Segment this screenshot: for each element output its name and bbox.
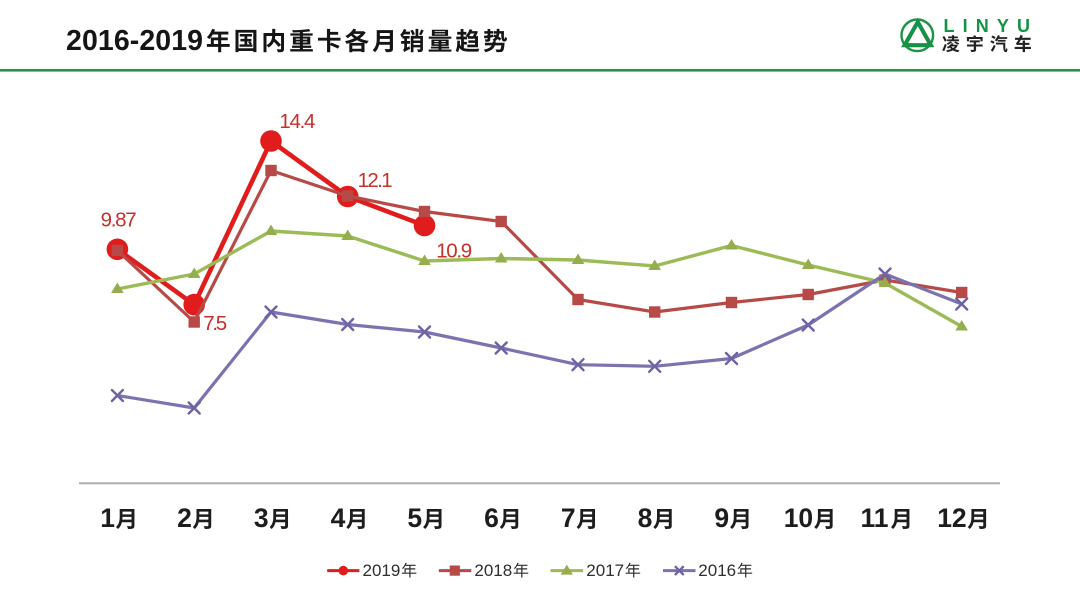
- svg-text:2: 2: [177, 503, 192, 533]
- svg-text:12.1: 12.1: [358, 169, 393, 192]
- svg-text:3: 3: [254, 503, 269, 533]
- svg-text:6: 6: [484, 503, 499, 533]
- svg-text:2016-2019: 2016-2019: [66, 25, 203, 57]
- svg-text:7: 7: [561, 503, 576, 533]
- svg-text:2017: 2017: [586, 561, 624, 580]
- svg-text:2019: 2019: [363, 561, 401, 580]
- svg-text:14.4: 14.4: [279, 110, 315, 133]
- svg-text:11: 11: [861, 503, 889, 533]
- svg-text:4: 4: [331, 503, 346, 533]
- svg-text:9: 9: [714, 503, 729, 533]
- svg-text:9.87: 9.87: [101, 208, 137, 231]
- svg-text:7.5: 7.5: [203, 312, 227, 335]
- svg-text:10: 10: [784, 503, 813, 533]
- svg-text:8: 8: [638, 503, 653, 533]
- svg-text:LINYU: LINYU: [944, 16, 1031, 36]
- svg-text:5: 5: [407, 503, 422, 533]
- svg-text:10.9: 10.9: [436, 239, 472, 262]
- svg-text:2016: 2016: [698, 561, 736, 580]
- svg-text:1: 1: [100, 503, 115, 533]
- svg-text:12: 12: [937, 503, 966, 533]
- svg-text:2018: 2018: [474, 561, 512, 580]
